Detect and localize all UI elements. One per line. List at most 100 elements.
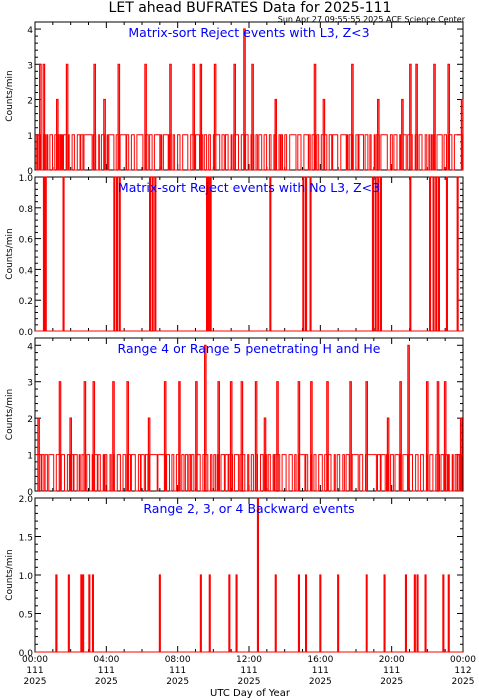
data-peak — [213, 63, 217, 170]
data-peak — [337, 574, 340, 652]
data-peak — [112, 381, 115, 491]
panel-title: Matrix-sort Reject events with L3, Z<3 — [128, 25, 369, 40]
data-peak — [149, 176, 152, 331]
data-peak — [254, 381, 258, 491]
data-peak — [206, 176, 209, 331]
data-peak — [92, 381, 96, 491]
data-peak — [274, 574, 277, 652]
y-tick-label: 0.8 — [19, 205, 34, 215]
data-peak — [326, 381, 329, 491]
data-peak — [409, 176, 412, 331]
x-axis-ticks: 00:00111202504:00111202508:00111202512:0… — [22, 655, 476, 687]
y-tick-label: 1.5 — [19, 534, 33, 544]
data-peak — [377, 176, 380, 331]
data-peak — [409, 63, 412, 170]
y-tick-label: 1.0 — [19, 572, 34, 582]
x-tick-time: 00:00 — [450, 655, 476, 665]
data-peak — [302, 176, 305, 331]
data-peak — [229, 381, 233, 491]
y-axis-label: Counts/min — [5, 389, 15, 440]
data-peak — [297, 381, 301, 491]
x-tick-year: 2025 — [380, 677, 403, 687]
x-tick-time: 20:00 — [379, 655, 405, 665]
x-tick-year: 2025 — [452, 677, 475, 687]
panel-1: 0 1 2 3 4 Counts/min Matrix-sort Reject events… — [5, 21, 464, 177]
data-peak — [240, 381, 244, 491]
x-axis-label: UTC Day of Year — [210, 688, 291, 699]
y-tick-label: 2.0 — [19, 495, 34, 505]
data-peak — [42, 176, 45, 331]
data-peak — [235, 574, 238, 652]
data-peak — [309, 176, 312, 331]
panel-3: 0 1 2 3 4 Counts/min Range 4 or Range 5 penetr… — [5, 337, 464, 498]
data-peak — [383, 574, 386, 652]
data-peak — [365, 574, 368, 652]
data-peak — [217, 381, 220, 491]
data-peak — [429, 176, 432, 331]
data-peak — [377, 98, 380, 170]
data-peak — [437, 176, 440, 331]
data-peak — [117, 63, 121, 170]
x-tick-doy: 111 — [98, 666, 115, 676]
data-peak — [447, 63, 450, 170]
y-tick-label: 0 — [27, 167, 33, 177]
x-tick-time: 00:00 — [22, 655, 48, 665]
y-axis-label: Counts/min — [5, 228, 15, 279]
data-peak — [228, 574, 231, 652]
y-tick-label: 3 — [27, 61, 33, 71]
data-peak — [151, 176, 154, 331]
data-peak — [379, 176, 382, 331]
data-peak — [169, 63, 172, 170]
data-peak — [233, 63, 236, 170]
y-axis-label: Counts/min — [5, 549, 15, 600]
plot-frame — [34, 176, 464, 332]
data-peak — [386, 417, 390, 491]
data-peak — [204, 344, 207, 491]
y-tick-label: 1 — [27, 452, 33, 462]
panel-stack: 0 1 2 3 4 Counts/min Matrix-sort Reject events… — [5, 21, 464, 659]
y-tick-label: 3 — [27, 379, 33, 389]
data-peak — [407, 344, 410, 491]
series-trace — [35, 454, 463, 492]
y-tick-label: 1 — [27, 132, 33, 142]
x-tick-year: 2025 — [166, 677, 189, 687]
data-peak — [305, 574, 308, 652]
data-peak — [399, 381, 402, 491]
plot-frame — [34, 497, 464, 653]
data-peak — [424, 574, 427, 652]
data-peak — [62, 176, 65, 331]
data-peak — [103, 98, 106, 170]
x-tick-doy: 111 — [26, 666, 43, 676]
data-peak — [91, 574, 94, 652]
data-peak — [276, 381, 279, 491]
data-peak — [144, 63, 147, 170]
data-peak — [274, 98, 277, 170]
data-peak — [319, 574, 322, 652]
x-tick-time: 04:00 — [93, 655, 119, 665]
y-tick-label: 0.0 — [19, 328, 34, 338]
data-peak — [82, 574, 85, 652]
data-peak — [404, 574, 407, 652]
data-peak — [93, 63, 96, 170]
panel-title: Matrix-sort Reject events with No L3, Z<… — [118, 180, 380, 195]
data-peak — [39, 63, 42, 170]
panel-title: Range 4 or Range 5 penetrating H and He — [118, 341, 381, 356]
data-peak — [195, 381, 198, 491]
data-peak — [118, 176, 121, 331]
data-peak — [374, 176, 377, 331]
y-axis-label: Counts/min — [5, 70, 15, 121]
x-tick-time: 08:00 — [165, 655, 191, 665]
y-tick-label: 1.0 — [19, 174, 34, 184]
data-peak — [192, 63, 195, 170]
y-tick-label: 0.6 — [19, 236, 34, 246]
data-peak — [243, 28, 246, 170]
data-peak — [80, 574, 83, 652]
data-peak — [322, 98, 326, 170]
y-tick-label: 0 — [27, 488, 33, 498]
data-peak — [199, 574, 202, 652]
x-tick-doy: 111 — [240, 666, 257, 676]
